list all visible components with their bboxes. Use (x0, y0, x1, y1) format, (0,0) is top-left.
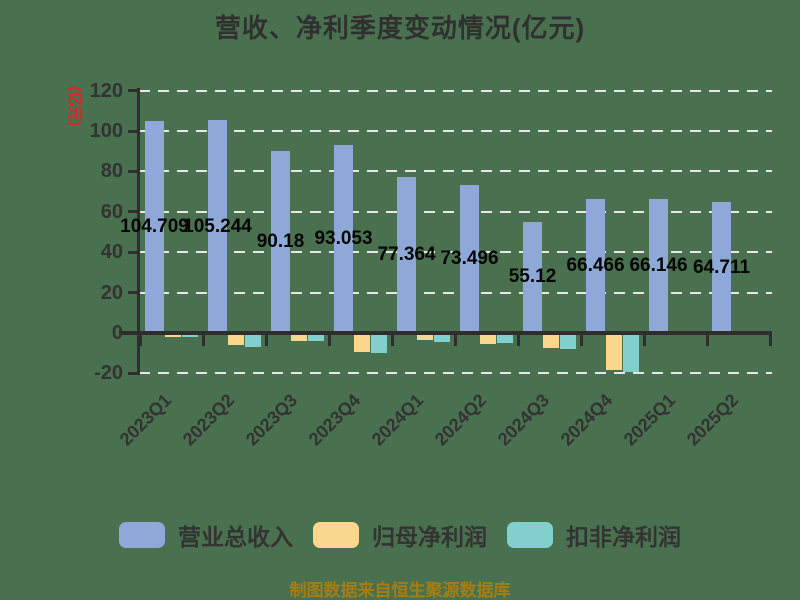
x-tick-1 (202, 334, 205, 346)
x-category-label-2025Q2: 2025Q2 (682, 390, 743, 450)
x-tick-8 (643, 334, 646, 346)
revenue-bar-2023Q3[interactable] (271, 150, 290, 333)
x-category-label-2025Q1: 2025Q1 (619, 390, 680, 450)
y-tick-label-0: 0 (111, 322, 123, 344)
data-label-2024Q1: 77.364 (377, 243, 436, 265)
gridline-100 (139, 130, 772, 132)
revenue-bar-2025Q1[interactable] (649, 199, 668, 333)
x-tick-4 (391, 334, 394, 346)
x-tick-0 (139, 334, 142, 346)
revenue-bar-2024Q3[interactable] (523, 221, 542, 333)
y-tick-label-20: 20 (100, 281, 123, 304)
data-label-2023Q2: 105.244 (183, 215, 252, 237)
gridline-120 (139, 89, 772, 92)
y-axis-line (137, 88, 140, 375)
deducted-profit-swatch (507, 522, 553, 548)
net-profit-bar-2024Q2[interactable] (480, 333, 496, 345)
chart-title: 营收、净利季度变动情况(亿元) (214, 13, 586, 43)
net-profit-bar-2023Q3[interactable] (291, 333, 307, 341)
net-profit-bar-2023Q4[interactable] (354, 333, 370, 352)
x-tick-6 (517, 334, 520, 346)
y-tick-60 (128, 210, 137, 214)
y-tick-label-120: 120 (89, 79, 123, 102)
data-label-2023Q3: 90.18 (256, 230, 305, 252)
legend-item-net-profit[interactable]: 归母净利润 (313, 518, 487, 552)
gridline-80 (139, 170, 772, 173)
legend-label-net-profit: 归母净利润 (372, 524, 487, 550)
data-label-2024Q3: 55.12 (508, 266, 557, 288)
data-label-2023Q4: 93.053 (314, 228, 373, 250)
gridline-20 (139, 291, 772, 294)
y-tick-100 (128, 129, 137, 133)
revenue-bar-2024Q4[interactable] (586, 198, 605, 333)
data-label-2025Q2: 64.711 (692, 256, 751, 278)
x-tick-5 (454, 334, 457, 346)
gridline--20 (139, 372, 772, 375)
y-tick-label-100: 100 (89, 120, 123, 142)
net-profit-bar-2024Q3[interactable] (543, 333, 559, 349)
revenue-bar-2025Q2[interactable] (712, 202, 731, 333)
deducted-profit-bar-2024Q4[interactable] (623, 333, 639, 372)
x-category-label-2024Q2: 2024Q2 (430, 390, 491, 450)
deducted-profit-bar-2024Q2[interactable] (497, 333, 513, 344)
gridline-40 (139, 251, 772, 254)
y-axis-name: (亿元) (66, 86, 83, 126)
revenue-bar-2023Q4[interactable] (334, 145, 353, 333)
x-tick-7 (580, 334, 583, 346)
y-tick-label--20: -20 (94, 362, 123, 385)
revenue-bar-2024Q2[interactable] (460, 184, 479, 333)
deducted-profit-bar-2024Q1[interactable] (434, 333, 450, 343)
y-tick-20 (128, 291, 137, 295)
x-tick-3 (328, 334, 331, 346)
y-tick-label-40: 40 (100, 241, 123, 264)
y-tick-80 (128, 169, 137, 173)
x-category-label-2023Q2: 2023Q2 (178, 390, 239, 450)
x-tick-9 (706, 334, 709, 346)
deducted-profit-bar-2024Q3[interactable] (560, 333, 576, 349)
deducted-profit-bar-2023Q2[interactable] (245, 333, 261, 347)
net-profit-bar-2023Q2[interactable] (228, 333, 244, 345)
revenue-bar-2023Q1[interactable] (145, 121, 164, 333)
data-label-2023Q1: 104.709 (120, 216, 189, 238)
legend-item-revenue[interactable]: 营业总收入 (119, 518, 293, 552)
revenue-bar-2024Q1[interactable] (397, 176, 416, 333)
y-tick-40 (128, 250, 137, 254)
x-category-label-2023Q1: 2023Q1 (115, 390, 176, 450)
y-tick-120 (128, 89, 137, 93)
legend: 营业总收入 归母净利润 扣非净利润 (0, 518, 800, 552)
net-profit-bar-2024Q1[interactable] (417, 333, 433, 341)
data-label-2024Q4: 66.466 (566, 254, 625, 276)
y-tick-label-60: 60 (100, 200, 123, 223)
legend-item-deducted-profit[interactable]: 扣非净利润 (507, 518, 681, 552)
x-tick-10 (769, 334, 772, 346)
x-category-label-2023Q3: 2023Q3 (241, 390, 302, 450)
net-profit-swatch (313, 522, 359, 548)
x-category-label-2023Q4: 2023Q4 (304, 390, 365, 450)
x-axis-line (119, 331, 772, 335)
legend-label-deducted-profit: 扣非净利润 (566, 524, 681, 550)
net-profit-bar-2024Q4[interactable] (606, 333, 622, 371)
x-category-label-2024Q1: 2024Q1 (367, 390, 428, 450)
deducted-profit-bar-2023Q1[interactable] (182, 333, 198, 338)
revenue-bar-2023Q2[interactable] (208, 120, 227, 333)
gridline-60 (139, 210, 772, 213)
data-label-2024Q2: 73.496 (440, 247, 499, 269)
x-category-label-2024Q3: 2024Q3 (493, 390, 554, 450)
revenue-swatch (119, 522, 165, 548)
deducted-profit-bar-2023Q3[interactable] (308, 333, 324, 342)
caption: 制图数据来自恒生聚源数据库 (289, 581, 511, 600)
y-tick-label-80: 80 (100, 160, 123, 183)
deducted-profit-bar-2023Q4[interactable] (371, 333, 387, 353)
x-category-label-2024Q4: 2024Q4 (556, 390, 617, 450)
data-label-2025Q1: 66.146 (629, 255, 688, 277)
y-tick--20 (128, 371, 137, 375)
x-tick-2 (265, 334, 268, 346)
legend-label-revenue: 营业总收入 (178, 524, 293, 550)
